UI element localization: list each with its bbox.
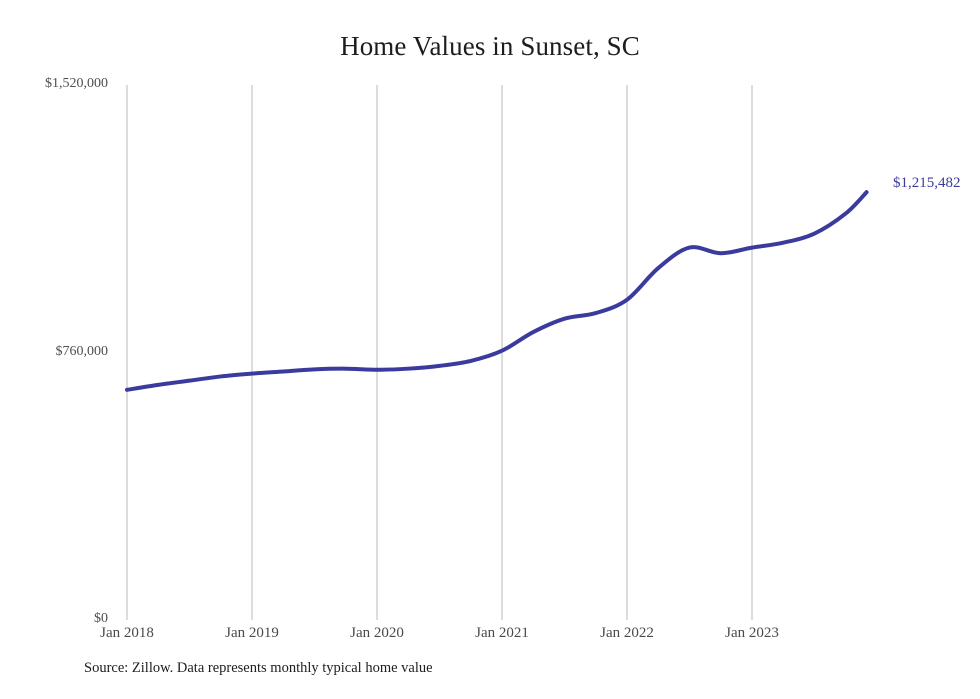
- x-tick-label: Jan 2023: [725, 625, 779, 641]
- series-line-0: [125, 190, 869, 392]
- x-tick-label: Jan 2021: [475, 625, 529, 641]
- x-tick-label: Jan 2018: [100, 625, 154, 641]
- x-tick-label: Jan 2020: [350, 625, 404, 641]
- x-tick-label: Jan 2022: [600, 625, 654, 641]
- series-group: [125, 190, 869, 392]
- source-note: Source: Zillow. Data represents monthly …: [84, 660, 433, 676]
- gridlines-group: [126, 85, 753, 620]
- chart-title: Home Values in Sunset, SC: [340, 31, 640, 61]
- y-tick-label: $0: [94, 611, 108, 626]
- y-tick-label: $1,520,000: [45, 76, 108, 91]
- x-tick-label: Jan 2019: [225, 625, 279, 641]
- y-tick-label: $760,000: [55, 343, 109, 359]
- series-end-value-label: $1,215,482: [893, 175, 961, 191]
